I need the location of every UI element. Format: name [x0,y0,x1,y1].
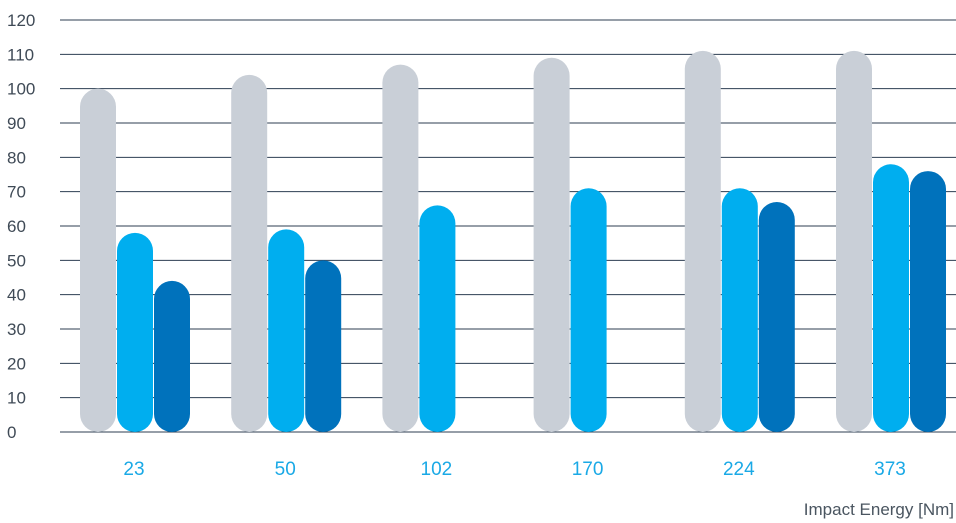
y-tick-label: 50 [7,251,26,270]
bar-23-series-1 [80,89,116,432]
bar-170-series-1 [534,58,570,432]
bars [80,51,946,432]
y-tick-label: 20 [7,354,26,373]
y-tick-label: 40 [7,286,26,305]
x-tick-label: 224 [723,459,755,480]
y-tick-label: 70 [7,183,26,202]
x-tick-label: 373 [874,459,906,480]
y-tick-label: 80 [7,148,26,167]
y-tick-label: 90 [7,114,26,133]
bar-23-series-3 [154,281,190,432]
bar-373-series-1 [836,51,872,432]
x-axis-label: Impact Energy [Nm] [804,500,954,519]
bar-373-series-2 [873,164,909,432]
bar-23-series-2 [117,233,153,432]
x-tick-label: 23 [123,459,144,480]
y-tick-label: 110 [7,45,34,64]
bar-102-series-1 [382,65,418,432]
y-tick-label: 120 [7,11,35,30]
bar-102-series-2 [419,205,455,432]
bar-224-series-1 [685,51,721,432]
bar-224-series-3 [759,202,795,432]
x-tick-label: 50 [275,459,296,480]
y-tick-label: 10 [7,389,26,408]
y-tick-label: 60 [7,217,26,236]
bar-170-series-2 [571,188,607,432]
y-tick-label: 0 [7,423,16,442]
bar-373-series-3 [910,171,946,432]
x-tick-label: 102 [421,459,453,480]
y-axis-ticks: 0 10 20 30 40 50 60 70 80 90 100 110 120 [7,11,35,442]
gridlines [60,20,956,432]
x-tick-label: 170 [572,459,604,480]
bar-50-series-2 [268,229,304,432]
bar-50-series-3 [305,260,341,432]
bar-224-series-2 [722,188,758,432]
bar-50-series-1 [231,75,267,432]
y-tick-label: 30 [7,320,26,339]
x-axis-ticks: 23 50 102 170 224 373 [123,459,905,480]
y-tick-label: 100 [7,80,35,99]
